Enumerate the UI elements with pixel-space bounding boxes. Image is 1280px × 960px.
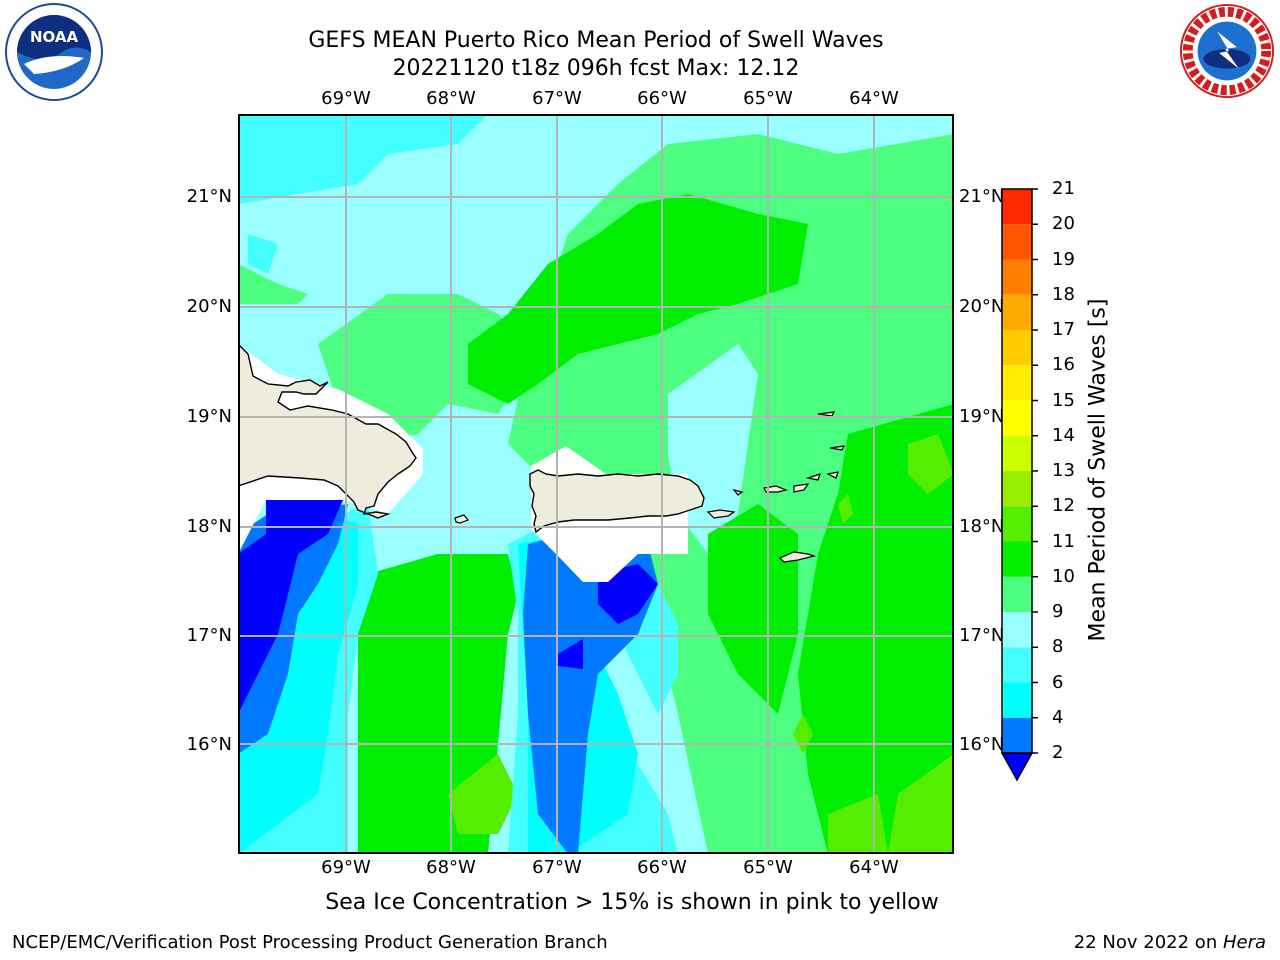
- colorbar-segment: [1002, 224, 1032, 260]
- footer-credit: NCEP/EMC/Verification Post Processing Pr…: [12, 932, 608, 953]
- swell-period-field: [238, 114, 954, 854]
- colorbar-segment: [1002, 682, 1032, 718]
- colorbar-title: Mean Period of Swell Waves [s]: [1085, 298, 1111, 642]
- sea-ice-caption: Sea Ice Concentration > 15% is shown in …: [325, 890, 939, 915]
- noaa-logo-text: NOAA: [30, 28, 79, 46]
- colorbar-tick-label: 2: [1052, 742, 1064, 763]
- colorbar-tick-label: 11: [1052, 530, 1075, 552]
- colorbar-segment: [1002, 717, 1032, 753]
- lat-tick-left-20: 20°N: [186, 296, 232, 317]
- colorbar-segment: [1002, 541, 1032, 577]
- chart-title: GEFS MEAN Puerto Rico Mean Period of Swe…: [308, 28, 884, 53]
- colorbar-segment: [1002, 576, 1032, 612]
- lat-tick-right-21: 21°N: [959, 186, 1005, 207]
- lon-tick-top-65: 65°W: [743, 88, 793, 109]
- colorbar-tick-label: 13: [1052, 460, 1075, 481]
- lon-tick-bottom-64: 64°W: [849, 857, 899, 878]
- lon-tick-bottom-68: 68°W: [426, 857, 476, 878]
- noaa-logo-icon: NOAA: [5, 3, 103, 101]
- colorbar-tick-label: 10: [1052, 565, 1075, 587]
- colorbar-segment: [1002, 612, 1032, 648]
- lat-tick-right-20: 20°N: [959, 296, 1005, 317]
- lat-tick-left-17: 17°N: [186, 625, 232, 646]
- colorbar-segment: [1002, 259, 1032, 295]
- colorbar-under-triangle: [1000, 752, 1034, 782]
- colorbar-segment: [1002, 330, 1032, 366]
- colorbar-segment: [1002, 471, 1032, 507]
- colorbar-segment: [1002, 365, 1032, 401]
- lon-tick-top-64: 64°W: [849, 88, 899, 109]
- colorbar-tick-label: 8: [1052, 636, 1064, 658]
- colorbar-tick-label: 9: [1052, 601, 1064, 622]
- map-plot: [238, 114, 954, 854]
- lat-tick-left-16: 16°N: [186, 734, 232, 755]
- colorbar: [1000, 188, 1038, 782]
- lon-tick-top-66: 66°W: [637, 88, 687, 109]
- lat-tick-left-21: 21°N: [186, 186, 232, 207]
- footer-machine: Hera: [1222, 932, 1266, 953]
- colorbar-segment: [1002, 294, 1032, 330]
- gridlines: [238, 114, 954, 854]
- lat-tick-right-16: 16°N: [959, 734, 1005, 755]
- lat-tick-right-17: 17°N: [959, 625, 1005, 646]
- colorbar-tick-label: 21: [1052, 178, 1075, 199]
- lon-tick-bottom-67: 67°W: [532, 857, 582, 878]
- colorbar-tick-label: 20: [1052, 213, 1075, 235]
- colorbar-tick-label: 16: [1052, 354, 1075, 376]
- colorbar-segment: [1002, 506, 1032, 542]
- map-frame: [238, 114, 954, 854]
- colorbar-tick-label: 15: [1052, 389, 1075, 411]
- lon-tick-top-69: 69°W: [321, 88, 371, 109]
- colorbar-segment: [1002, 435, 1032, 471]
- chart-subtitle: 20221120 t18z 096h fcst Max: 12.12: [392, 56, 800, 81]
- colorbar-segment: [1002, 647, 1032, 683]
- footer-date: 22 Nov 2022 on Hera: [1074, 932, 1266, 953]
- colorbar-tick-label: 14: [1052, 424, 1075, 446]
- colorbar-tick-label: 17: [1052, 319, 1075, 340]
- lon-tick-bottom-65: 65°W: [743, 857, 793, 878]
- lon-tick-top-68: 68°W: [426, 88, 476, 109]
- lat-tick-left-19: 19°N: [186, 406, 232, 427]
- colorbar-tick-label: 6: [1052, 671, 1064, 693]
- lon-tick-bottom-66: 66°W: [637, 857, 687, 878]
- colorbar-segment: [1002, 400, 1032, 436]
- lat-tick-left-18: 18°N: [186, 516, 232, 537]
- lon-tick-top-67: 67°W: [532, 88, 582, 109]
- colorbar-tick-label: 12: [1052, 495, 1075, 517]
- colorbar-tick-label: 18: [1052, 283, 1075, 305]
- colorbar-tick-label: 19: [1052, 248, 1075, 270]
- lat-tick-right-19: 19°N: [959, 406, 1005, 427]
- puerto-rico-land: [529, 469, 705, 534]
- lon-tick-bottom-69: 69°W: [321, 857, 371, 878]
- footer-date-text: 22 Nov 2022 on: [1073, 932, 1223, 953]
- colorbar-segment: [1002, 189, 1032, 225]
- hispaniola-land: [238, 343, 417, 519]
- nws-logo-icon: [1179, 3, 1275, 99]
- colorbar-tick-label: 4: [1052, 706, 1064, 728]
- lat-tick-right-18: 18°N: [959, 516, 1005, 537]
